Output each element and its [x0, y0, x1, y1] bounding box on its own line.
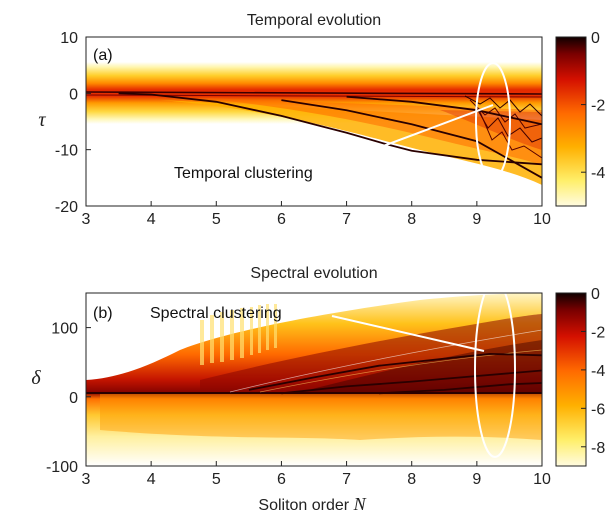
- colorbar-tick-label: -4: [591, 165, 605, 182]
- x-tick-label: 4: [147, 471, 156, 488]
- panel-b: Spectral evolution: [31, 265, 605, 514]
- x-tick-label: 9: [472, 471, 481, 488]
- y-tick-label: -20: [55, 199, 78, 216]
- y-tick-label: 0: [69, 390, 78, 407]
- trajectory-line: [379, 382, 542, 395]
- panel-b-x-ticks: 3 4 5 6 7 8 9 10: [82, 461, 551, 488]
- colorbar-tick-label: -4: [591, 363, 605, 380]
- panel-b-title: Spectral evolution: [250, 265, 377, 282]
- panel-b-traces: [248, 352, 542, 395]
- panel-a-y-axis-label: τ: [38, 109, 46, 131]
- x-tick-label: 6: [277, 211, 286, 228]
- x-tick-label: 6: [277, 471, 286, 488]
- panel-b-heatmap: [86, 293, 542, 466]
- x-tick-label: 7: [342, 471, 351, 488]
- x-tick-label: 8: [407, 211, 416, 228]
- y-tick-label: -100: [46, 459, 78, 476]
- panel-b-panel-label: (b): [93, 305, 113, 322]
- panel-a-colorbar-ticks: 0 -2 -4: [581, 30, 605, 182]
- panel-a-x-ticks: 3 4 5 6 7 8 9 10: [82, 201, 551, 228]
- trajectory-line: [248, 352, 542, 391]
- x-tick-label: 4: [147, 211, 156, 228]
- colorbar-tick-label: -2: [591, 98, 605, 115]
- x-tick-label: 8: [407, 471, 416, 488]
- y-tick-label: 10: [60, 30, 78, 47]
- colorbar-tick-label: -8: [591, 440, 605, 457]
- panel-b-colorbar-ticks: 0 -2 -4 -6 -8: [581, 286, 605, 457]
- x-tick-label: 3: [82, 471, 91, 488]
- panel-a-heatmap: [86, 37, 542, 206]
- colorbar-tick-label: -6: [591, 401, 605, 418]
- panel-a-frame: [85, 36, 543, 207]
- panel-a-title: Temporal evolution: [247, 12, 381, 29]
- panel-a: Temporal evolution Temporal clustering (…: [38, 12, 605, 228]
- panel-a-colorbar: [555, 36, 587, 207]
- x-tick-label: 9: [472, 211, 481, 228]
- panel-b-y-axis-label: δ: [31, 367, 41, 389]
- panel-b-cluster-ellipse: [474, 280, 516, 458]
- panel-b-annotation-pointer: [331, 315, 485, 352]
- panel-b-frame: [85, 292, 543, 467]
- y-tick-label: -10: [55, 143, 78, 160]
- y-tick-label: 0: [69, 86, 78, 103]
- y-tick-label: 100: [51, 321, 78, 338]
- x-tick-label: 10: [533, 471, 551, 488]
- panel-a-cluster-ellipse: [475, 62, 511, 180]
- x-tick-label: 10: [533, 211, 551, 228]
- colorbar-tick-label: 0: [591, 286, 600, 303]
- x-tick-label: 7: [342, 211, 351, 228]
- panel-a-panel-label: (a): [93, 47, 113, 64]
- trajectory-line: [281, 369, 542, 395]
- panel-b-annotation: Spectral clustering: [150, 305, 282, 322]
- trajectory-line: [118, 92, 542, 166]
- panel-a-y-ticks: 10 0 -10 -20: [55, 30, 91, 216]
- x-tick-label: 3: [82, 211, 91, 228]
- trajectory-line: [281, 99, 542, 179]
- panel-b-colorbar: [555, 292, 587, 467]
- colorbar-tick-label: 0: [591, 30, 600, 47]
- x-tick-label: 5: [212, 471, 221, 488]
- panel-a-annotation-pointer: [377, 104, 494, 149]
- colorbar-tick-label: -2: [591, 324, 605, 341]
- panel-a-annotation: Temporal clustering: [174, 165, 313, 182]
- x-tick-label: 5: [212, 211, 221, 228]
- panel-b-y-ticks: 100 0 -100: [46, 321, 91, 476]
- panel-b-x-axis-label: Soliton order N: [258, 494, 366, 514]
